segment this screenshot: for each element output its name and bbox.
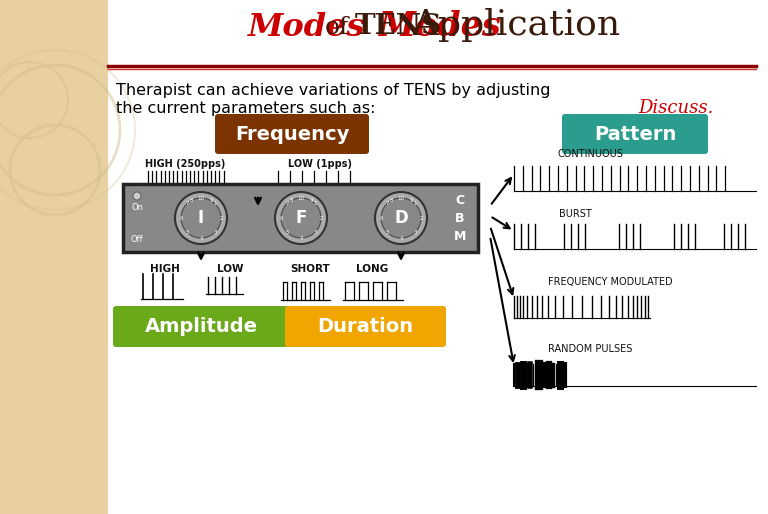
Text: Duration: Duration	[317, 317, 413, 336]
Text: 10: 10	[398, 195, 405, 200]
Text: LOW (1pps): LOW (1pps)	[288, 159, 352, 169]
Text: B: B	[455, 211, 465, 225]
Text: 4: 4	[399, 235, 402, 241]
FancyBboxPatch shape	[285, 306, 446, 347]
Text: LONG: LONG	[356, 264, 388, 274]
Text: Therapist can achieve variations of TENS by adjusting: Therapist can achieve variations of TENS…	[116, 83, 551, 98]
Text: 3: 3	[313, 230, 317, 235]
Text: 3: 3	[214, 230, 217, 235]
Text: BURST: BURST	[558, 209, 591, 219]
Polygon shape	[0, 0, 108, 514]
Text: 7: 7	[385, 201, 389, 206]
Text: F: F	[296, 209, 306, 227]
Text: RANDOM PULSES: RANDOM PULSES	[548, 344, 632, 354]
Text: D: D	[394, 209, 408, 227]
Text: Amplitude: Amplitude	[144, 317, 257, 336]
Text: C: C	[455, 193, 465, 207]
Text: the current parameters such as:: the current parameters such as:	[116, 101, 376, 116]
Text: 1: 1	[313, 201, 317, 206]
Text: 7: 7	[185, 201, 189, 206]
Circle shape	[175, 192, 227, 244]
Text: 5: 5	[385, 230, 389, 235]
Text: 1: 1	[413, 201, 417, 206]
FancyBboxPatch shape	[113, 306, 289, 347]
Text: HIGH: HIGH	[150, 264, 180, 274]
Text: 7: 7	[285, 201, 289, 206]
Text: TENS: TENS	[355, 13, 442, 41]
Text: 8: 8	[389, 198, 392, 203]
Text: Modes: Modes	[379, 10, 502, 44]
Text: Frequency: Frequency	[235, 124, 349, 143]
Text: I: I	[198, 209, 204, 227]
Circle shape	[375, 192, 427, 244]
Text: 9: 9	[409, 198, 412, 203]
Text: 10: 10	[197, 195, 204, 200]
Text: LOW: LOW	[217, 264, 243, 274]
Text: 5: 5	[285, 230, 289, 235]
Text: 9: 9	[209, 198, 213, 203]
Text: 4: 4	[199, 235, 203, 241]
Text: Application: Application	[412, 8, 620, 42]
Text: 3: 3	[413, 230, 417, 235]
Circle shape	[275, 192, 327, 244]
Text: Discuss.: Discuss.	[638, 99, 713, 117]
Text: 8: 8	[189, 198, 193, 203]
Polygon shape	[108, 0, 768, 514]
Text: On: On	[131, 204, 143, 212]
Text: 2: 2	[419, 215, 422, 221]
Circle shape	[181, 198, 221, 238]
Text: 2: 2	[319, 215, 323, 221]
FancyBboxPatch shape	[562, 114, 708, 154]
Text: 1: 1	[214, 201, 217, 206]
Text: 6: 6	[179, 215, 183, 221]
Text: SHORT: SHORT	[290, 264, 330, 274]
Text: M: M	[454, 229, 466, 243]
Circle shape	[281, 198, 321, 238]
Text: 5: 5	[185, 230, 189, 235]
Text: 9: 9	[310, 198, 313, 203]
Circle shape	[133, 192, 141, 200]
Text: Modes: Modes	[248, 11, 366, 43]
Text: HIGH (250pps): HIGH (250pps)	[145, 159, 225, 169]
Text: 10: 10	[297, 195, 304, 200]
Text: Pattern: Pattern	[594, 124, 676, 143]
Circle shape	[381, 198, 421, 238]
Text: CONTINUOUS: CONTINUOUS	[557, 149, 623, 159]
Text: 6: 6	[379, 215, 382, 221]
Text: 8: 8	[290, 198, 293, 203]
Text: 6: 6	[280, 215, 283, 221]
Text: 4: 4	[300, 235, 303, 241]
Text: Off: Off	[131, 235, 144, 245]
FancyBboxPatch shape	[123, 184, 478, 252]
Text: of: of	[325, 15, 349, 39]
FancyBboxPatch shape	[215, 114, 369, 154]
Text: 2: 2	[219, 215, 223, 221]
Text: FREQUENCY MODULATED: FREQUENCY MODULATED	[548, 277, 672, 287]
